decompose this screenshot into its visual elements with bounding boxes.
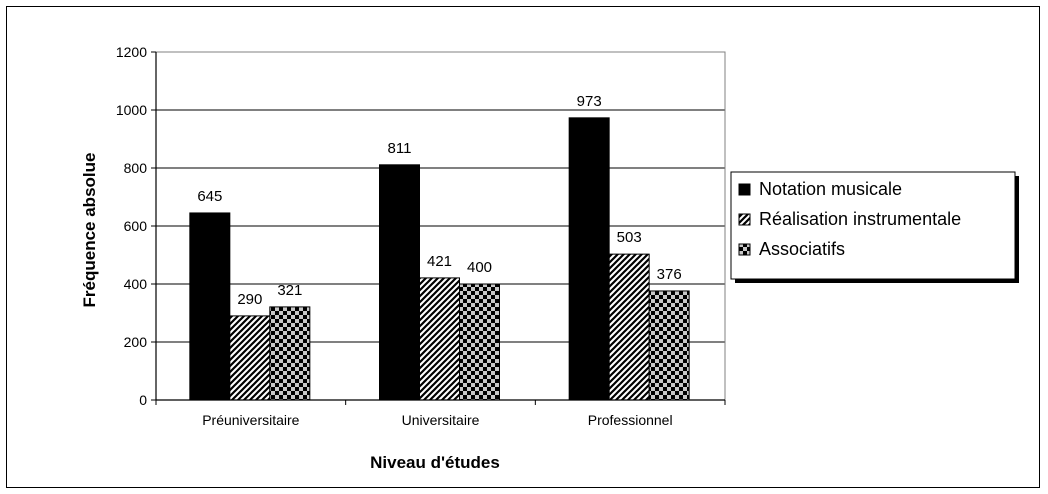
plot-border [156,51,726,400]
data-label: 503 [617,229,642,246]
data-label: 290 [237,291,262,308]
data-label: 400 [467,259,492,276]
y-tick-label: 200 [124,334,148,350]
y-tick-label: 600 [124,218,148,234]
bar [459,283,500,401]
axes: 0 200 400 600 800 1000 1200 Préuniversitaire Uni… [116,44,726,428]
data-label: 973 [577,93,602,110]
data-label: 421 [427,253,452,270]
x-tick-label: Universitaire [402,412,480,428]
legend-swatch [738,213,751,226]
y-tick-label: 1000 [116,102,147,118]
bar [269,306,311,401]
y-axis-title: Fréquence absolue [80,153,99,308]
y-tick-label: 1200 [116,44,147,60]
bar [648,290,690,401]
y-tick-label: 800 [124,160,148,176]
data-label: 645 [197,188,222,205]
bar [568,117,610,401]
data-labels: 645 290 321 811 421 400 973 503 376 [197,93,681,308]
legend-swatch [738,183,751,196]
bar [189,212,231,401]
bars [189,117,690,401]
bar-chart: 0 200 400 600 800 1000 1200 Préuniversitaire Uni… [80,44,1019,472]
legend-label: Réalisation instrumentale [759,209,961,229]
data-label: 321 [277,282,302,299]
data-label: 376 [657,266,682,283]
x-tick-label: Préuniversitaire [202,412,299,428]
legend-swatch [738,243,751,256]
x-tick-label: Professionnel [588,412,673,428]
x-axis-title: Niveau d'études [370,453,500,472]
bar [608,253,650,401]
bar [379,164,420,401]
legend-label: Notation musicale [759,179,902,199]
y-tick-label: 0 [139,392,147,408]
data-label: 811 [388,140,412,157]
bar [419,277,460,401]
bar [229,315,271,401]
y-tick-label: 400 [124,276,148,292]
legend-box [730,171,1016,280]
chart-frame: 0 200 400 600 800 1000 1200 Préuniversitaire Uni… [6,6,1040,488]
legend: Notation musicale Réalisation instrumenta… [730,171,1019,283]
legend-label: Associatifs [759,239,845,259]
